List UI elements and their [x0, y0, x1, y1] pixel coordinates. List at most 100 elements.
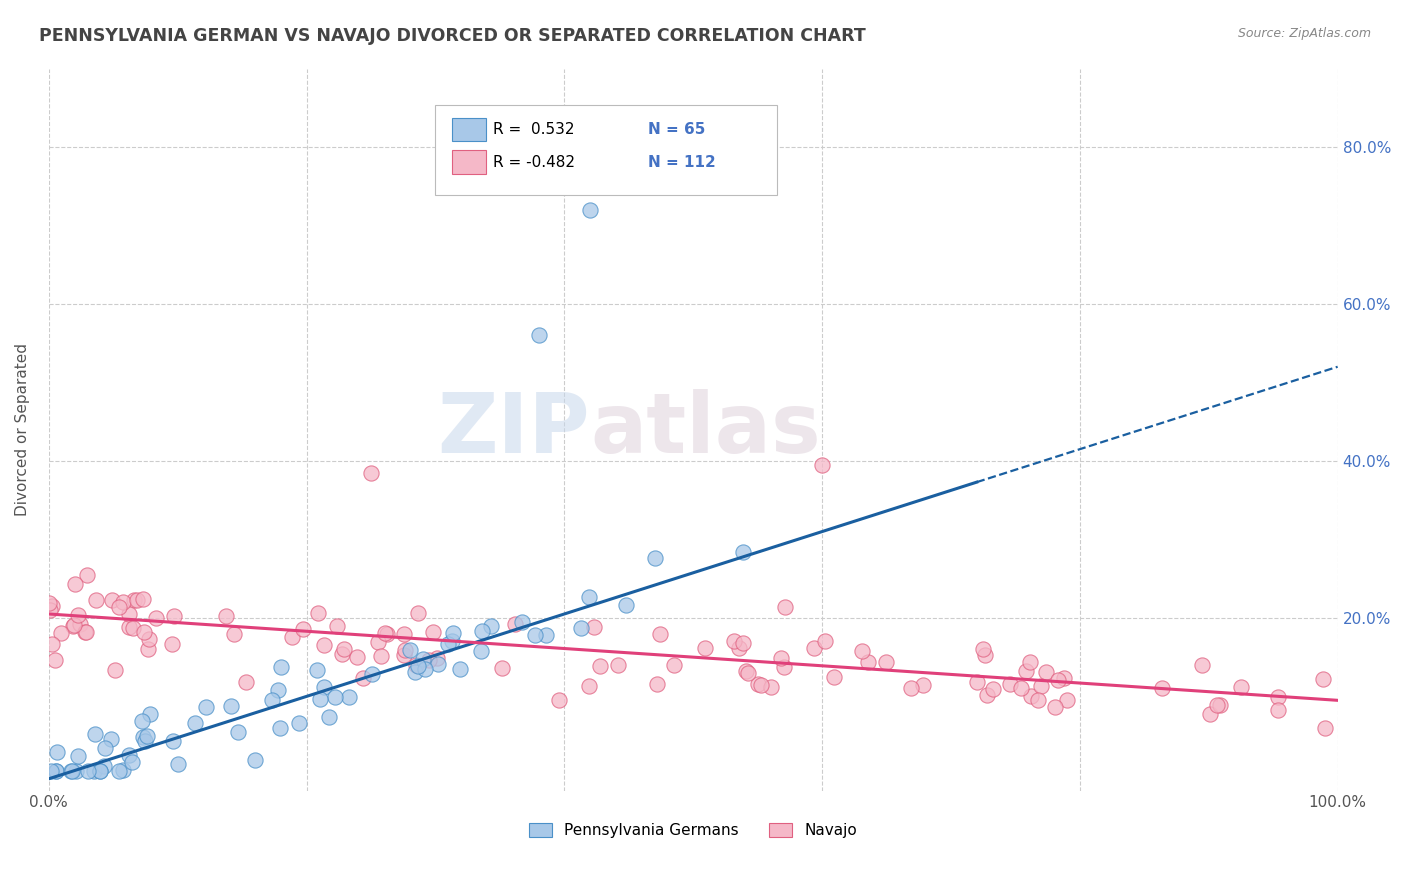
Point — [122, 593, 145, 607]
Point — [131, 714, 153, 728]
Point — [134, 625, 156, 640]
Point — [875, 655, 897, 669]
Point — [1267, 690, 1289, 704]
Point — [235, 674, 257, 689]
Point — [131, 730, 153, 744]
Point — [360, 466, 382, 480]
Point — [352, 671, 374, 685]
Point — [118, 620, 141, 634]
Point — [972, 641, 994, 656]
FancyBboxPatch shape — [436, 104, 778, 194]
Point — [912, 677, 935, 691]
Point — [1035, 665, 1057, 680]
Point — [436, 637, 458, 651]
Point — [270, 660, 292, 674]
Point — [307, 606, 329, 620]
Point — [449, 662, 471, 676]
Point — [309, 691, 332, 706]
Point — [107, 764, 129, 778]
Point — [737, 665, 759, 680]
Point — [974, 648, 997, 662]
Point — [167, 757, 190, 772]
Point — [426, 657, 449, 671]
Point — [226, 724, 249, 739]
Legend: Pennsylvania Germans, Navajo: Pennsylvania Germans, Navajo — [523, 817, 863, 845]
Point — [65, 764, 87, 778]
Point — [811, 458, 834, 472]
Point — [243, 753, 266, 767]
Point — [375, 626, 398, 640]
Y-axis label: Divorced or Separated: Divorced or Separated — [15, 343, 30, 516]
Point — [733, 545, 755, 559]
Point — [38, 596, 60, 610]
Point — [84, 727, 107, 741]
Point — [571, 621, 593, 635]
Point — [505, 616, 527, 631]
Point — [510, 615, 533, 629]
Point — [112, 763, 135, 777]
Point — [405, 657, 427, 672]
Point — [394, 643, 416, 657]
Point — [491, 661, 513, 675]
Point — [426, 651, 449, 665]
Point — [89, 764, 111, 778]
Point — [262, 693, 284, 707]
Point — [645, 677, 668, 691]
Point — [773, 600, 796, 615]
Point — [582, 620, 605, 634]
Point — [374, 626, 396, 640]
Point — [981, 681, 1004, 696]
Point — [523, 628, 546, 642]
Point — [769, 650, 792, 665]
Point — [127, 593, 149, 607]
Point — [318, 709, 340, 723]
Point — [76, 568, 98, 582]
Point — [145, 610, 167, 624]
Point — [823, 670, 845, 684]
Point — [63, 618, 86, 632]
Point — [162, 637, 184, 651]
Point — [41, 637, 63, 651]
Point — [723, 634, 745, 648]
Point — [370, 649, 392, 664]
Point — [314, 680, 336, 694]
Point — [67, 749, 90, 764]
Point — [330, 647, 353, 661]
Point — [83, 764, 105, 778]
Point — [333, 641, 356, 656]
Point — [45, 745, 67, 759]
Point — [219, 698, 242, 713]
Point — [735, 664, 758, 678]
Point — [966, 675, 988, 690]
Point — [747, 677, 769, 691]
Point — [1056, 693, 1078, 707]
Point — [662, 658, 685, 673]
Point — [548, 693, 571, 707]
Point — [215, 609, 238, 624]
Point — [136, 641, 159, 656]
Point — [589, 659, 612, 673]
Point — [94, 741, 117, 756]
Point — [976, 688, 998, 702]
Point — [731, 636, 754, 650]
Point — [851, 644, 873, 658]
Point — [162, 734, 184, 748]
Point — [773, 660, 796, 674]
Point — [693, 641, 716, 656]
Point — [392, 627, 415, 641]
Point — [291, 622, 314, 636]
FancyBboxPatch shape — [453, 118, 485, 142]
Point — [108, 599, 131, 614]
Point — [45, 764, 67, 778]
Point — [118, 607, 141, 622]
Point — [39, 764, 62, 778]
Point — [418, 653, 440, 667]
Point — [900, 681, 922, 695]
Point — [471, 624, 494, 638]
Point — [267, 682, 290, 697]
Point — [45, 764, 67, 778]
Point — [614, 599, 637, 613]
Point — [404, 665, 426, 680]
Point — [41, 599, 63, 613]
Point — [326, 619, 349, 633]
